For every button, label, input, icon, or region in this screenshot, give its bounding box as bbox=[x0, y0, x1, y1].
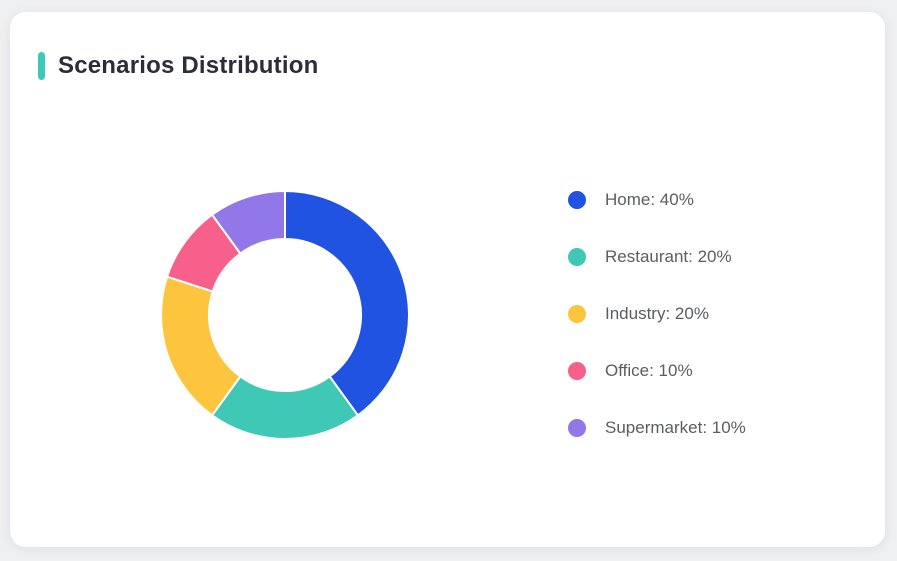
legend-item-home[interactable]: Home: 40% bbox=[568, 191, 746, 209]
card-title: Scenarios Distribution bbox=[58, 52, 319, 79]
title-accent-bar bbox=[38, 52, 45, 80]
legend-label: Supermarket: 10% bbox=[605, 418, 746, 437]
legend-dot-industry bbox=[568, 305, 586, 323]
legend-label: Restaurant: 20% bbox=[605, 247, 732, 266]
legend-dot-office bbox=[568, 362, 586, 380]
legend-label: Home: 40% bbox=[605, 190, 694, 209]
legend-dot-restaurant bbox=[568, 248, 586, 266]
donut-chart-svg bbox=[160, 190, 410, 440]
chart-legend: Home: 40% Restaurant: 20% Industry: 20% Off… bbox=[568, 191, 746, 476]
donut-chart bbox=[160, 190, 410, 440]
legend-item-supermarket[interactable]: Supermarket: 10% bbox=[568, 419, 746, 437]
legend-item-industry[interactable]: Industry: 20% bbox=[568, 305, 746, 323]
card-header: Scenarios Distribution bbox=[38, 52, 318, 80]
legend-item-office[interactable]: Office: 10% bbox=[568, 362, 746, 380]
legend-dot-home bbox=[568, 191, 586, 209]
scenarios-distribution-card: Scenarios Distribution Home: 40% Restaura… bbox=[10, 12, 885, 547]
legend-item-restaurant[interactable]: Restaurant: 20% bbox=[568, 248, 746, 266]
legend-dot-supermarket bbox=[568, 419, 586, 437]
donut-segment-industry[interactable] bbox=[160, 275, 242, 417]
donut-segment-home[interactable] bbox=[284, 190, 410, 417]
donut-segment-supermarket[interactable] bbox=[211, 190, 286, 255]
legend-label: Office: 10% bbox=[605, 361, 693, 380]
legend-label: Industry: 20% bbox=[605, 304, 709, 323]
